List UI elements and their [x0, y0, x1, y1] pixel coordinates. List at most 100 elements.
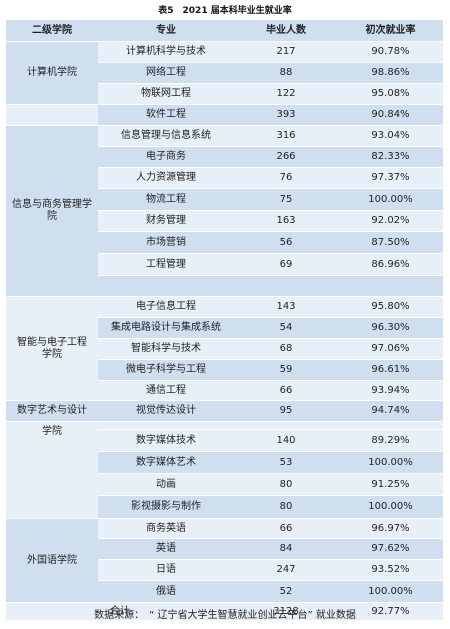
major-cell: 智能科学与技术 [98, 339, 234, 360]
table-caption: 表5 2021 届本科毕业生就业率 [158, 6, 292, 16]
rate-cell: 92.02% [338, 211, 443, 232]
major-cell: 工程管理 [98, 254, 234, 276]
major-cell: 电子商务 [98, 147, 234, 168]
graduates-cell: 84 [234, 539, 338, 560]
rate-cell: 87.50% [338, 232, 443, 254]
graduates-cell: 76 [234, 168, 338, 189]
major-cell: 财务管理 [98, 211, 234, 232]
rate-cell: 90.84% [338, 105, 443, 126]
rate-cell: 86.96% [338, 254, 443, 276]
major-cell: 物流工程 [98, 189, 234, 211]
college-cell: 信息与商务管理学院 [6, 126, 98, 297]
header-employment-rate: 初次就业率 [338, 20, 443, 42]
major-cell: 视觉传达设计 [98, 401, 234, 422]
major-cell: 日语 [98, 560, 234, 581]
rate-cell-empty [338, 422, 443, 430]
graduates-cell: 95 [234, 401, 338, 422]
college-cell: 数字艺术与设计 [6, 401, 98, 422]
rate-cell: 90.78% [338, 42, 443, 63]
major-cell: 计算机科学与技术 [98, 42, 234, 63]
major-cell: 电子信息工程 [98, 297, 234, 318]
graduates-cell: 54 [234, 318, 338, 339]
major-cell: 数字媒体艺术 [98, 452, 234, 474]
major-cell: 数字媒体技术 [98, 430, 234, 452]
graduates-cell: 247 [234, 560, 338, 581]
college-cell: 外国语学院 [6, 519, 98, 603]
total-graduates: 3128 [234, 603, 338, 621]
rate-cell: 96.97% [338, 519, 443, 539]
major-cell: 商务英语 [98, 519, 234, 539]
graduates-cell: 66 [234, 519, 338, 539]
major-cell: 市场营销 [98, 232, 234, 254]
rate-cell: 100.00% [338, 189, 443, 211]
rate-cell: 97.06% [338, 339, 443, 360]
rate-cell: 96.30% [338, 318, 443, 339]
rate-cell: 93.94% [338, 381, 443, 401]
rate-cell: 98.86% [338, 63, 443, 84]
graduates-cell: 53 [234, 452, 338, 474]
total-rate: 92.77% [338, 603, 443, 621]
graduates-cell: 56 [234, 232, 338, 254]
header-graduates: 毕业人数 [234, 20, 338, 42]
graduates-cell: 163 [234, 211, 338, 232]
rate-cell: 82.33% [338, 147, 443, 168]
major-cell: 影视摄影与制作 [98, 496, 234, 519]
graduates-cell: 316 [234, 126, 338, 147]
rate-cell: 100.00% [338, 581, 443, 603]
major-cell: 英语 [98, 539, 234, 560]
college-cell: 学院 [6, 422, 98, 519]
graduates-cell: 393 [234, 105, 338, 126]
rate-cell: 96.61% [338, 360, 443, 381]
header-major: 专业 [98, 20, 234, 42]
rate-cell-empty [338, 276, 443, 297]
graduates-cell: 80 [234, 496, 338, 519]
major-cell: 人力资源管理 [98, 168, 234, 189]
major-cell: 网络工程 [98, 63, 234, 84]
major-cell: 俄语 [98, 581, 234, 603]
college-label: 信息与商务管理学院 [12, 199, 92, 222]
graduates-cell: 266 [234, 147, 338, 168]
college-cell: 计算机学院 [6, 42, 98, 105]
graduates-cell: 59 [234, 360, 338, 381]
major-cell: 软件工程 [98, 105, 234, 126]
major-cell: 集成电路设计与集成系统 [98, 318, 234, 339]
rate-cell: 100.00% [338, 452, 443, 474]
graduates-cell: 88 [234, 63, 338, 84]
graduates-cell: 80 [234, 474, 338, 496]
graduates-cell-empty [234, 276, 338, 297]
rate-cell: 93.04% [338, 126, 443, 147]
rate-cell: 94.74% [338, 401, 443, 422]
major-cell: 信息管理与信息系统 [98, 126, 234, 147]
rate-cell: 95.80% [338, 297, 443, 318]
employment-rate-table: 二级学院 专业 毕业人数 初次就业率 计算机学院 信息与商务管理学院 智能与电子… [6, 20, 443, 621]
major-cell: 通信工程 [98, 381, 234, 401]
graduates-cell: 122 [234, 84, 338, 105]
rate-cell: 100.00% [338, 496, 443, 519]
college-cell: 智能与电子工程学院 [6, 297, 98, 401]
graduates-cell: 217 [234, 42, 338, 63]
major-cell-empty [98, 422, 234, 430]
rate-cell: 97.37% [338, 168, 443, 189]
rate-cell: 91.25% [338, 474, 443, 496]
college-cell-empty [6, 105, 98, 126]
major-cell: 物联网工程 [98, 84, 234, 105]
data-source-note: 数据来源： “ 辽宁省大学生智慧就业创业云平台” 就业数据 [94, 610, 356, 621]
major-cell: 微电子科学与工程 [98, 360, 234, 381]
graduates-cell: 75 [234, 189, 338, 211]
header-college: 二级学院 [6, 20, 98, 42]
major-cell: 动画 [98, 474, 234, 496]
graduates-cell: 52 [234, 581, 338, 603]
rate-cell: 93.52% [338, 560, 443, 581]
graduates-cell-empty [234, 422, 338, 430]
graduates-cell: 143 [234, 297, 338, 318]
major-cell-empty [98, 276, 234, 297]
graduates-cell: 66 [234, 381, 338, 401]
graduates-cell: 140 [234, 430, 338, 452]
graduates-cell: 68 [234, 339, 338, 360]
total-label: 合计 [6, 603, 234, 621]
graduates-cell: 69 [234, 254, 338, 276]
rate-cell: 95.08% [338, 84, 443, 105]
rate-cell: 97.62% [338, 539, 443, 560]
college-label: 智能与电子工程学院 [17, 336, 87, 360]
rate-cell: 89.29% [338, 430, 443, 452]
